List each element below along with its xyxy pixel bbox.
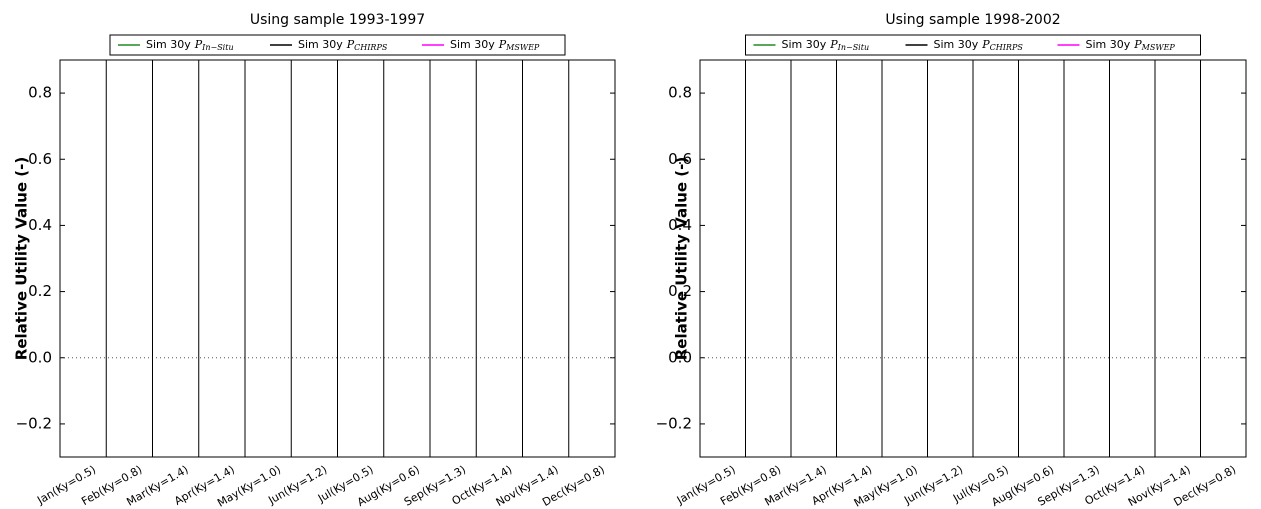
y-tick-label: −0.2 xyxy=(16,414,52,432)
legend-label-part: P xyxy=(1133,38,1142,51)
y-tick-label: 0.6 xyxy=(668,150,692,168)
y-tick-label: 0.2 xyxy=(28,282,52,300)
y-tick-label: 0.6 xyxy=(28,150,52,168)
chart-title: Using sample 1998-2002 xyxy=(885,12,1060,28)
legend-label: Sim 30y PCHIRPS xyxy=(298,38,388,52)
legend-label-part: Sim 30y xyxy=(146,38,191,51)
legend: Sim 30y PIn−Situ Sim 30y PCHIRPS Sim 30y PMSW… xyxy=(109,34,566,56)
legend-frame xyxy=(745,34,1201,56)
legend-label-part: P xyxy=(346,38,355,51)
y-tick-label: 0.8 xyxy=(28,84,52,102)
legend-label-part: P xyxy=(194,38,203,51)
y-tick-label: 0.2 xyxy=(668,282,692,300)
y-tick-label: 0.8 xyxy=(668,84,692,102)
y-axis-label: Relative Utility Value (-) xyxy=(13,157,31,360)
y-tick-label: 0.4 xyxy=(28,216,52,234)
legend-label-part: MSWEP xyxy=(505,43,540,52)
legend-label: Sim 30y PCHIRPS xyxy=(934,38,1024,52)
y-tick-label: −0.2 xyxy=(656,414,692,432)
legend-label-part: P xyxy=(829,38,838,51)
legend-label-part: In−Situ xyxy=(201,43,233,52)
panel: Using sample 1993-1997 Relative Utility V… xyxy=(13,12,616,509)
legend-label: Sim 30y PMSWEP xyxy=(1086,38,1176,52)
legend-label-part: CHIRPS xyxy=(354,43,388,52)
legend-label-part: In−Situ xyxy=(837,43,869,52)
legend-label: Sim 30y PIn−Situ xyxy=(782,38,870,52)
y-tick-label: 0.0 xyxy=(668,348,692,366)
y-tick-label: 0.0 xyxy=(28,348,52,366)
chart-title: Using sample 1993-1997 xyxy=(250,12,425,28)
plot-frame xyxy=(699,59,1247,458)
legend-label-part: P xyxy=(981,38,990,51)
legend-label-part: Sim 30y xyxy=(782,38,827,51)
legend-label-part: Sim 30y xyxy=(298,38,343,51)
legend: Sim 30y PIn−Situ Sim 30y PCHIRPS Sim 30y PMSW… xyxy=(745,34,1201,56)
legend-label-part: Sim 30y xyxy=(450,38,495,51)
legend-label-part: CHIRPS xyxy=(990,43,1024,52)
panel: Using sample 1998-2002 Relative Utility V… xyxy=(656,12,1247,509)
legend-frame xyxy=(109,34,566,56)
legend-label-part: MSWEP xyxy=(1141,43,1176,52)
legend-label-part: Sim 30y xyxy=(1086,38,1131,51)
legend-label-part: Sim 30y xyxy=(934,38,979,51)
plot-frame xyxy=(59,59,616,458)
legend-label: Sim 30y PIn−Situ xyxy=(146,38,234,52)
y-axis-label: Relative Utility Value (-) xyxy=(673,157,691,360)
legend-label: Sim 30y PMSWEP xyxy=(450,38,540,52)
y-tick-label: 0.4 xyxy=(668,216,692,234)
legend-label-part: P xyxy=(498,38,507,51)
